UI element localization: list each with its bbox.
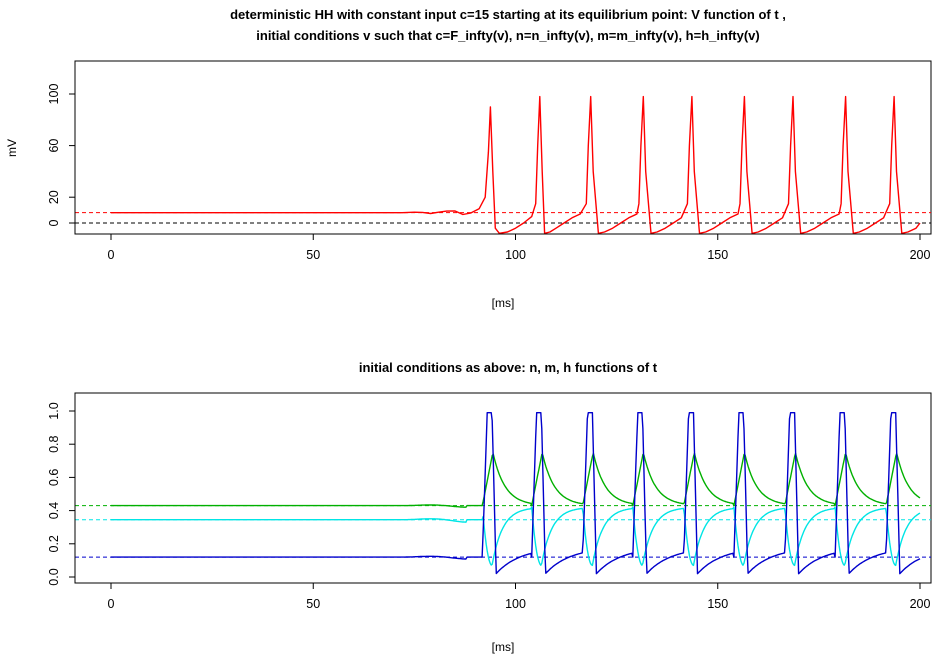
top-series-group bbox=[111, 95, 921, 234]
top-plot-frame bbox=[74, 60, 932, 235]
bottom-x-axis: 0 50 100 150 200 bbox=[108, 582, 931, 611]
bottom-x-tick-label: 100 bbox=[505, 597, 526, 611]
bottom-plot-frame bbox=[74, 392, 932, 584]
bottom-x-tick-label: 50 bbox=[306, 597, 320, 611]
top-x-axis-label: [ms] bbox=[492, 296, 515, 310]
top-y-tick-label: 60 bbox=[47, 139, 61, 153]
top-x-tick-label: 50 bbox=[306, 248, 320, 262]
top-chart-title-line1: deterministic HH with constant input c=1… bbox=[230, 7, 786, 22]
voltage-series-line bbox=[111, 95, 921, 234]
top-y-tick-label: 100 bbox=[47, 84, 61, 105]
top-x-axis: 0 50 100 150 200 bbox=[108, 233, 931, 262]
bottom-y-tick-label: 0.4 bbox=[47, 502, 61, 519]
top-x-tick-label: 0 bbox=[108, 248, 115, 262]
top-x-tick-label: 100 bbox=[505, 248, 526, 262]
bottom-x-tick-label: 200 bbox=[910, 597, 931, 611]
bottom-y-tick-label: 0.8 bbox=[47, 435, 61, 452]
top-y-axis: 0 20 60 100 bbox=[47, 84, 76, 226]
bottom-x-axis-label: [ms] bbox=[492, 640, 515, 654]
top-x-tick-label: 200 bbox=[910, 248, 931, 262]
bottom-x-tick-label: 150 bbox=[707, 597, 728, 611]
bottom-y-tick-label: 0.2 bbox=[47, 535, 61, 552]
h-series-line bbox=[111, 506, 921, 567]
bottom-x-tick-label: 0 bbox=[108, 597, 115, 611]
bottom-chart-title: initial conditions as above: n, m, h fun… bbox=[359, 360, 658, 375]
m-series-line bbox=[111, 412, 921, 575]
n-series-line bbox=[111, 452, 921, 508]
top-x-tick-label: 150 bbox=[707, 248, 728, 262]
bottom-series-group bbox=[111, 412, 921, 575]
bottom-y-tick-label: 0.0 bbox=[47, 568, 61, 585]
top-reference-lines bbox=[75, 212, 931, 224]
bottom-y-tick-label: 0.6 bbox=[47, 469, 61, 486]
bottom-y-tick-label: 1.0 bbox=[47, 402, 61, 419]
bottom-y-axis: 0.0 0.2 0.4 0.6 0.8 1.0 bbox=[47, 402, 76, 586]
bottom-reference-lines bbox=[75, 505, 931, 558]
top-y-tick-label: 20 bbox=[47, 190, 61, 204]
top-y-axis-label: mV bbox=[5, 139, 19, 157]
top-y-tick-label: 0 bbox=[47, 219, 61, 226]
top-chart-title-line2: initial conditions v such that c=F_infty… bbox=[256, 28, 759, 43]
